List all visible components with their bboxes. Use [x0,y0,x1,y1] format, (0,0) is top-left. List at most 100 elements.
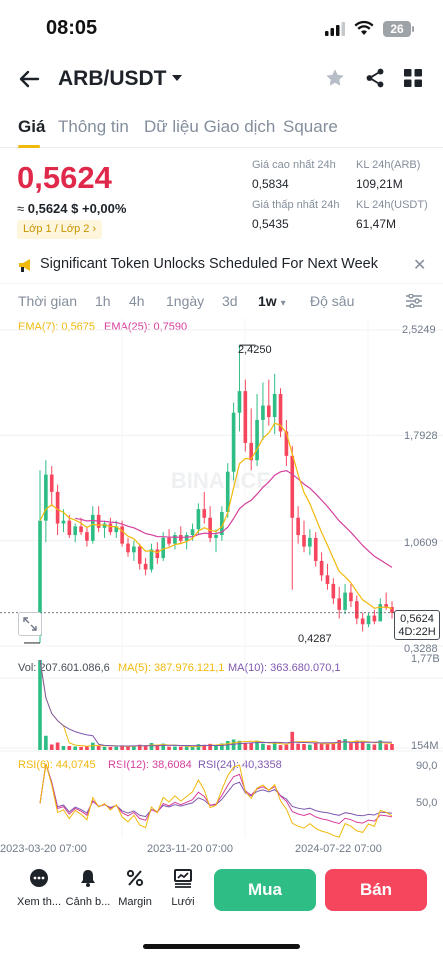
volume-bar [155,745,160,750]
margin-label: Margin [118,896,152,908]
candle-body [55,491,60,524]
volume-bar [132,745,136,750]
chart-settings-icon[interactable] [406,294,422,308]
candle-body [44,474,48,521]
interval-4h[interactable]: 4h [129,293,145,309]
candle-body [390,606,394,613]
candle-body [38,520,42,636]
interval-1w[interactable]: 1w ▾ [258,293,286,309]
approx-prefix: ≈ [17,201,28,216]
volume-bar [114,746,119,750]
candle-body [249,442,254,461]
volume-bar [272,743,277,750]
status-time: 08:05 [46,17,98,39]
volume-bar [290,731,295,750]
volume-bar [196,744,201,750]
interval-selector: Thời gian 1h 4h 1ngày 3d 1w ▾ Độ sâu [0,290,443,314]
sell-button[interactable]: Bán [325,869,427,911]
candle-body [225,471,230,513]
interval-1w-label: 1w [258,293,277,309]
grid-layout-icon[interactable] [404,69,422,87]
volume-bar [184,746,189,750]
rsi24-line [39,763,393,818]
candle-body [102,523,107,528]
wifi-icon [354,20,374,35]
close-icon[interactable]: ✕ [413,257,427,274]
news-headline[interactable]: Significant Token Unlocks Scheduled For … [40,256,378,272]
volume-bar [96,745,101,750]
volume-bar [178,746,183,750]
alert-button[interactable]: Cảnh b... [63,868,113,908]
volume-axis-label: 1,77B [411,653,440,665]
low-marker-label: 0,4287 [298,633,332,645]
volume-bar [266,745,271,750]
time-axis-label: 2024-07-22 07:00 [295,843,382,855]
volume-bar [161,743,166,750]
bell-icon [81,870,95,887]
pair-title[interactable]: ARB/USDT [58,67,167,90]
candle-body [190,529,195,536]
status-bar: 08:05 26 [0,0,443,56]
volume-bar [102,746,107,750]
alert-label: Cảnh b... [65,896,111,908]
tab-price[interactable]: Giá [18,117,46,136]
grid-label: Lưới [171,896,195,908]
more-label: Xem th... [16,896,62,908]
tab-info[interactable]: Thông tin [58,117,129,136]
favorite-star-icon[interactable] [324,67,346,89]
volume-bar [220,743,224,750]
interval-time[interactable]: Thời gian [18,293,77,309]
buy-button[interactable]: Mua [214,869,316,911]
chevron-down-icon[interactable] [171,73,183,83]
price-change: +0,00% [81,201,127,216]
main-tabs: Giá Thông tin Dữ liệu Giao dịch Square [0,112,443,148]
candle-body [384,604,388,607]
news-banner[interactable]: Significant Token Unlocks Scheduled For … [0,246,443,284]
candle-body [108,523,113,533]
vol-ma10-line [39,659,393,747]
candle-body [354,601,359,619]
candle-body [261,405,265,420]
candle-body [325,575,330,584]
interval-3d[interactable]: 3d [222,293,238,309]
share-icon[interactable] [364,67,386,89]
margin-button[interactable]: Margin [110,868,160,908]
battery-tip [412,26,414,32]
candle-body [331,583,336,599]
expand-chart-button[interactable] [18,612,42,636]
low-24h-value: 0,5435 [252,217,289,231]
volume-bar [255,740,259,750]
candlestick-chart[interactable]: BINANCE [0,318,443,858]
ma5-legend: MA(5): 387.976.121,1 [118,662,225,674]
back-arrow-icon[interactable] [18,68,40,90]
candle-body [319,560,324,576]
interval-1h[interactable]: 1h [95,293,111,309]
candle-body [149,549,154,570]
volume-bar [325,743,330,750]
more-button[interactable]: Xem th... [14,868,64,908]
candle-body [161,537,166,559]
tab-square[interactable]: Square [283,117,338,136]
interval-1d[interactable]: 1ngày [166,293,205,309]
candle-body [302,535,306,547]
volume-bar [225,740,230,750]
candle-body [120,526,124,544]
last-price: 0,5624 [17,160,112,195]
low-24h-label: Giá thấp nhất 24h [252,199,340,211]
volume-bar [149,743,154,750]
candle-body [79,526,83,533]
volume-bar [108,746,113,750]
tab-trading-data[interactable]: Dữ liệu Giao dịch [144,117,276,136]
candle-body [278,394,283,432]
candle-body [266,405,271,418]
home-indicator [143,944,300,949]
ema25-line [75,469,393,568]
battery-indicator: 26 [383,21,411,37]
grid-trading-button[interactable]: Lưới [158,868,208,908]
category-badge[interactable]: Lớp 1 / Lớp 2 › [17,220,103,239]
interval-depth[interactable]: Độ sâu [310,293,355,309]
ma10-legend: MA(10): 363.680.070,1 [228,662,341,674]
candle-body [202,509,207,518]
candle-body [290,455,295,518]
candle-body [366,615,371,625]
